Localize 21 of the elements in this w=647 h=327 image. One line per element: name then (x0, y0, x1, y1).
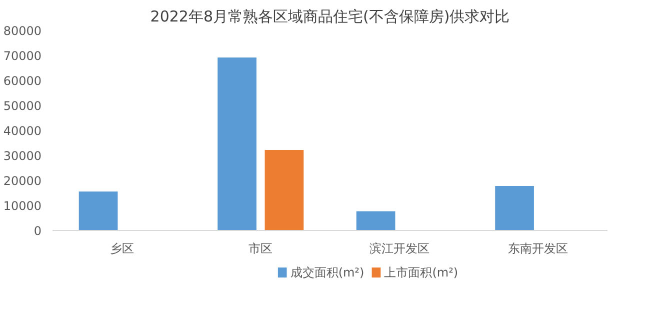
y-tick-label: 50000 (3, 99, 42, 113)
y-tick-label: 10000 (3, 199, 42, 213)
x-tick-label: 乡区 (110, 242, 134, 256)
bar (264, 150, 304, 230)
y-tick-label: 40000 (3, 124, 42, 138)
chart-title: 2022年8月常熟各区域商品住宅(不含保障房)供求对比 (150, 8, 510, 26)
legend-label: 上市面积(m²) (384, 266, 458, 280)
y-tick-label: 0 (34, 224, 42, 238)
y-tick-label: 60000 (3, 74, 42, 88)
bar (78, 192, 118, 230)
y-tick-label: 80000 (3, 24, 42, 38)
x-tick-label: 东南开发区 (508, 242, 568, 256)
bar (495, 186, 534, 230)
legend-label: 成交面积(m²) (290, 266, 364, 280)
x-tick-label: 市区 (248, 242, 273, 256)
y-tick-label: 20000 (3, 174, 42, 188)
y-tick-label: 30000 (3, 149, 42, 163)
x-tick-label: 滨江开发区 (369, 242, 430, 256)
bar (356, 211, 396, 230)
bar (218, 58, 256, 230)
y-tick-label: 70000 (3, 49, 42, 63)
